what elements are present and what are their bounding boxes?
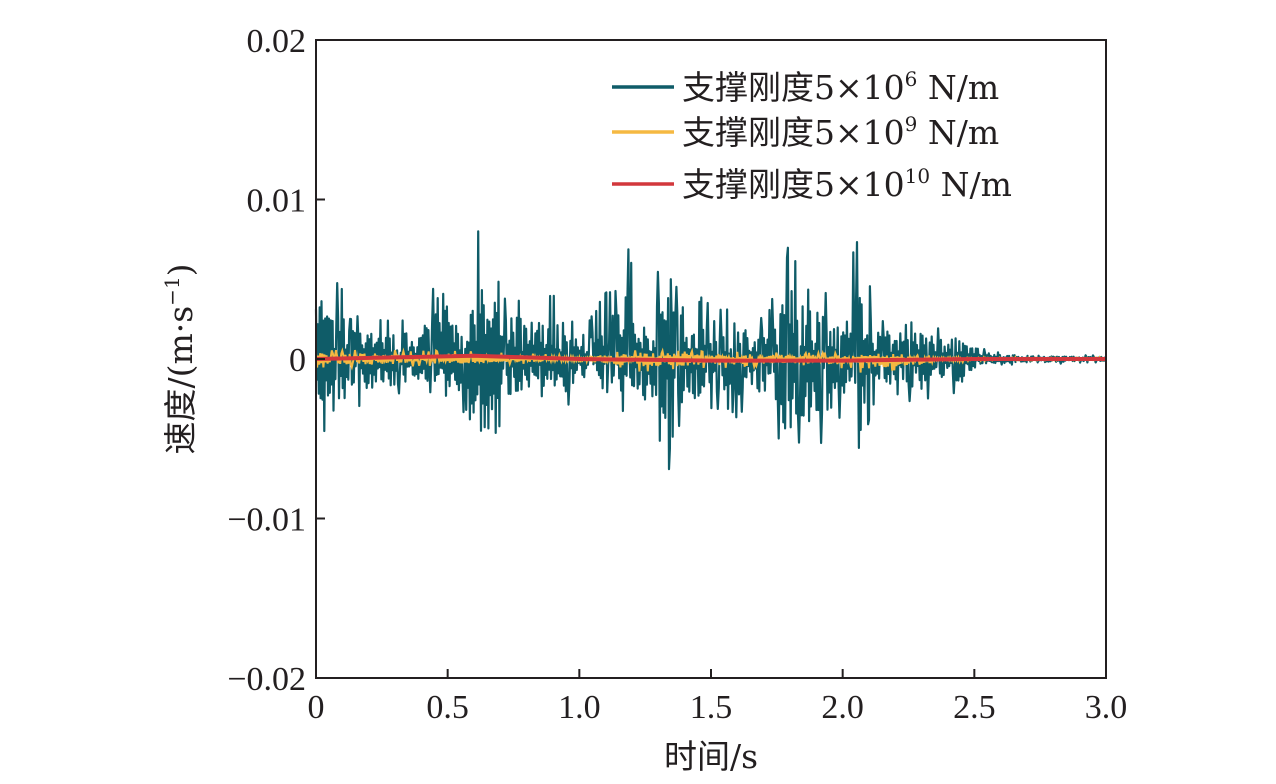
y-axis-title-base: 速度/(m	[161, 333, 200, 454]
y-axis-title-exp: −1	[160, 276, 184, 305]
y-axis-title-dot: ·	[161, 323, 200, 334]
y-tick-label: −0.01	[227, 502, 306, 539]
y-tick-label: −0.02	[227, 661, 306, 698]
axis-ticks: 0 0.5 1.0 1.5 2.0 2.5 3.0 −0.02 −0.01 0 0.01 0.02	[227, 23, 1127, 726]
x-tick-label: 2.5	[953, 689, 996, 726]
y-axis-title-close: )	[161, 263, 200, 276]
legend-label-unit: N/m	[917, 113, 999, 152]
series-line-1	[314, 230, 1107, 471]
legend-label: 支撑刚度5×1010 N/m	[682, 164, 1012, 204]
y-tick-label: 0	[289, 342, 306, 379]
plot-area	[314, 230, 1107, 471]
y-axis-title-unit: s	[161, 306, 200, 323]
x-tick-label: 0	[308, 689, 325, 726]
x-tick-label: 0.5	[426, 689, 469, 726]
series-line-3	[315, 353, 1106, 363]
legend-label: 支撑刚度5×109 N/m	[682, 112, 999, 152]
x-axis-title: 时间/s	[664, 737, 758, 776]
legend-label-exp: 10	[905, 164, 930, 188]
x-tick-label: 3.0	[1085, 689, 1128, 726]
legend-label-main: 支撑刚度5×10	[682, 68, 905, 107]
legend-label-unit: N/m	[917, 68, 999, 107]
y-tick-label: 0.02	[247, 23, 307, 60]
x-tick-label: 1.5	[690, 689, 733, 726]
x-tick-label: 1.0	[558, 689, 601, 726]
legend-label: 支撑刚度5×106 N/m	[682, 67, 999, 107]
x-tick-label: 2.0	[821, 689, 864, 726]
legend-label-unit: N/m	[930, 165, 1012, 204]
legend-label-exp: 6	[905, 67, 918, 91]
legend-label-main: 支撑刚度5×10	[682, 165, 905, 204]
y-axis-title: 速度/(m·s−1)	[160, 263, 200, 454]
y-tick-label: 0.01	[247, 183, 307, 220]
legend-label-exp: 9	[905, 112, 918, 136]
legend-label-main: 支撑刚度5×10	[682, 113, 905, 152]
